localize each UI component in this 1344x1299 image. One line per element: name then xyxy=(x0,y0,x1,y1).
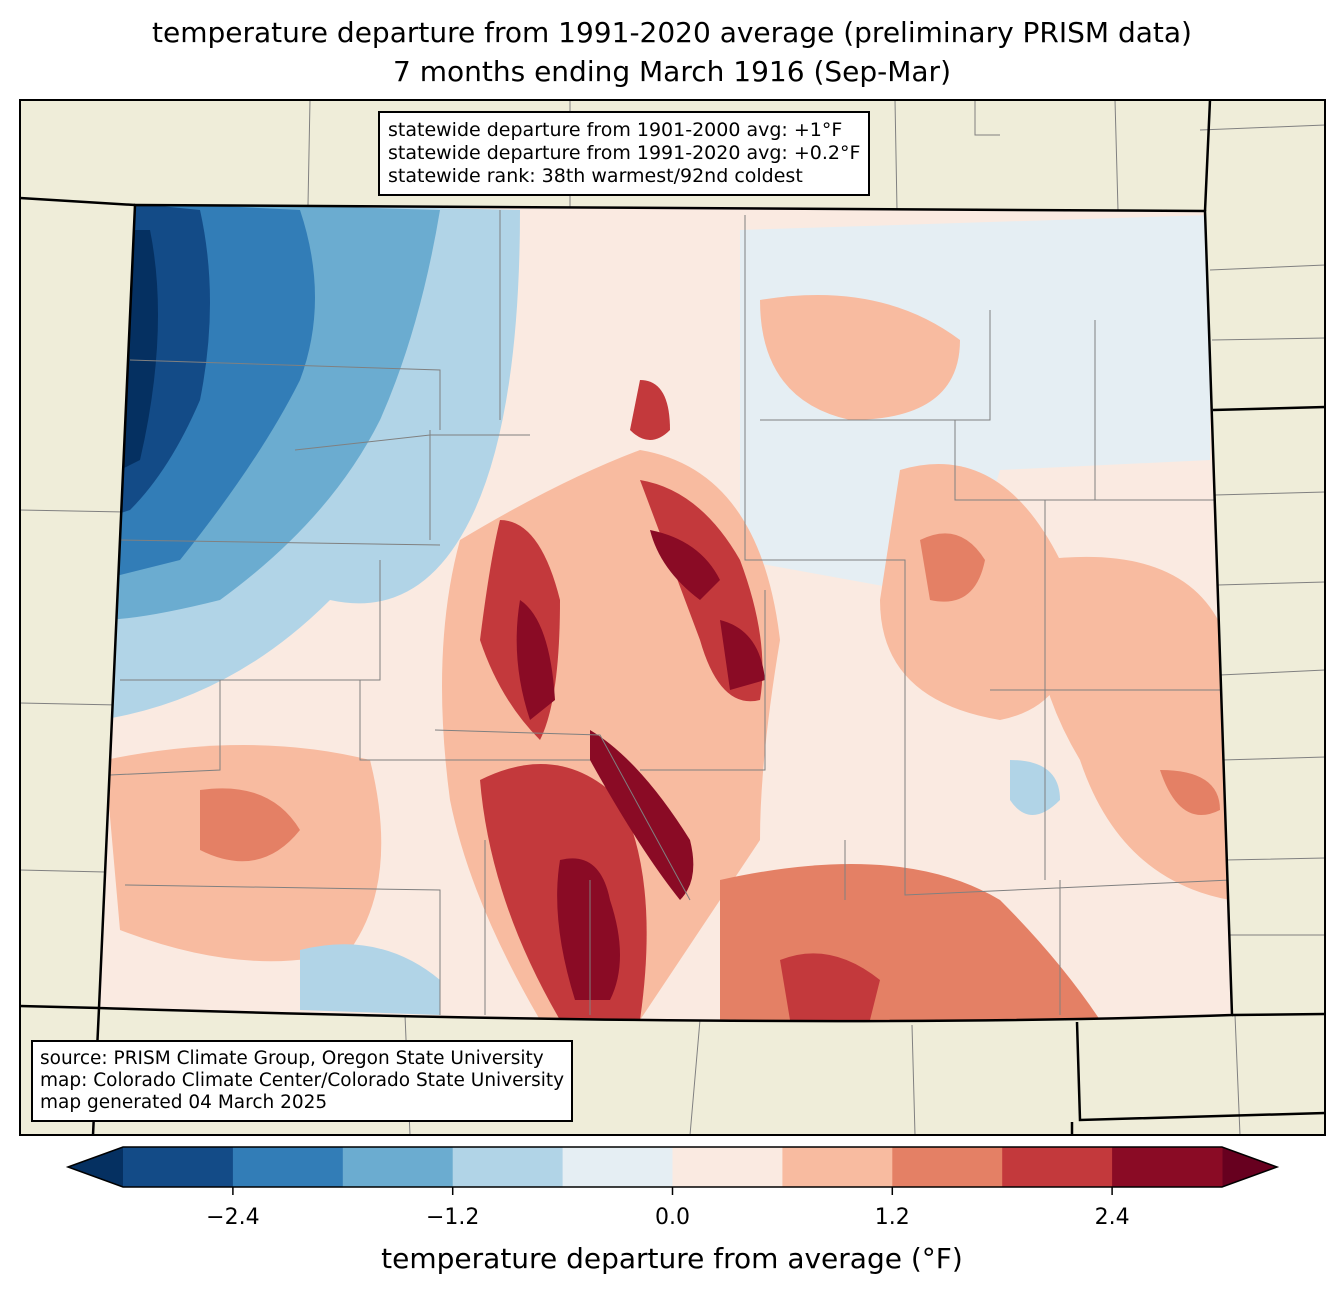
colorbar-segment xyxy=(123,1147,234,1187)
colorbar-segment xyxy=(892,1147,1003,1187)
stat-departure-1901-2000: statewide departure from 1901-2000 avg: … xyxy=(388,119,843,141)
colorbar-over-arrow xyxy=(1222,1147,1277,1187)
colorbar-segment xyxy=(232,1147,344,1187)
colorbar-outline xyxy=(65,1146,1280,1188)
source-box: source: PRISM Climate Group, Oregon Stat… xyxy=(31,1040,574,1122)
stat-departure-1991-2020: statewide departure from 1991-2020 avg: … xyxy=(388,142,861,164)
source-line: source: PRISM Climate Group, Oregon Stat… xyxy=(40,1048,544,1069)
colorbar-tick-label: −2.4 xyxy=(206,1205,260,1230)
colorbar-label: temperature departure from average (°F) xyxy=(381,1242,963,1275)
colorbar-segment xyxy=(1112,1147,1223,1187)
colorbar-tick-label: 0.0 xyxy=(655,1205,690,1230)
map-credit-line: map: Colorado Climate Center/Colorado St… xyxy=(40,1070,565,1091)
colorbar-segment xyxy=(452,1147,564,1187)
colorbar-segment xyxy=(782,1147,893,1187)
county-lines xyxy=(109,210,1231,1015)
map-frame xyxy=(19,99,1326,1136)
statewide-stats-box: statewide departure from 1901-2000 avg: … xyxy=(378,111,871,196)
temperature-contours xyxy=(99,205,1232,1022)
colorbar-tick-label: 1.2 xyxy=(874,1205,910,1230)
colorbar-segment xyxy=(672,1147,783,1187)
stat-rank: statewide rank: 38th warmest/92nd coldes… xyxy=(388,165,803,187)
colorado-border xyxy=(97,203,1234,1023)
colorbar-segment xyxy=(342,1147,454,1187)
generated-date-line: map generated 04 March 2025 xyxy=(40,1092,328,1113)
colorbar-segment xyxy=(1002,1147,1113,1187)
map-title: temperature departure from 1991-2020 ave… xyxy=(152,16,1192,49)
map-subtitle: 7 months ending March 1916 (Sep-Mar) xyxy=(393,55,951,88)
state-borders xyxy=(19,99,1326,1136)
colorbar-segment xyxy=(562,1147,673,1187)
colorbar-under-arrow xyxy=(68,1147,123,1187)
neighbor-state-county-lines xyxy=(19,99,1326,1136)
colorbar-tick-label: 2.4 xyxy=(1094,1205,1130,1230)
colorbar xyxy=(65,1146,1280,1195)
colorbar-tick-label: −1.2 xyxy=(425,1205,480,1230)
